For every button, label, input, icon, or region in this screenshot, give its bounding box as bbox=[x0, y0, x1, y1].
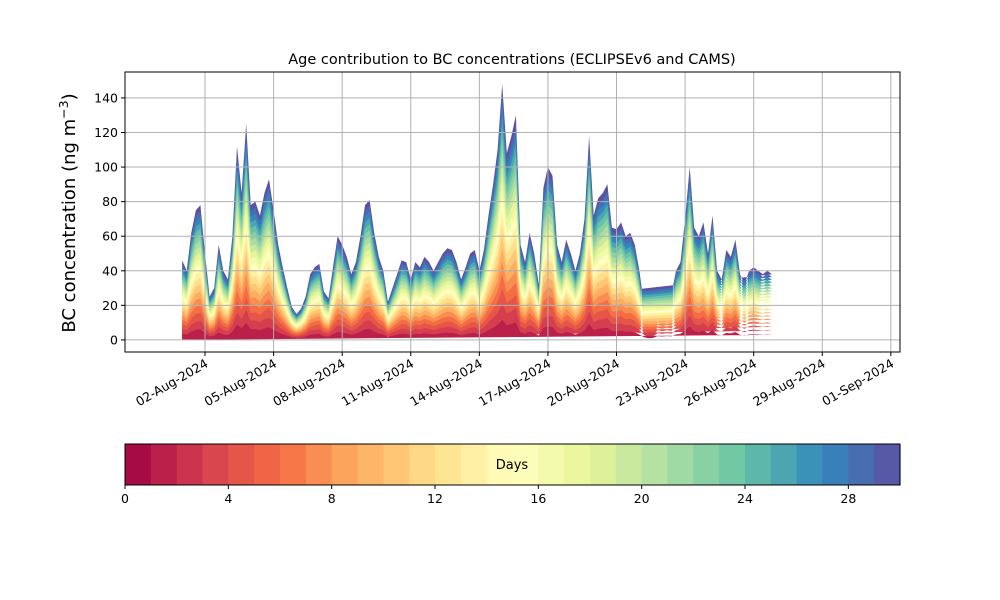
y-axis-label-exponent: −3 bbox=[56, 100, 71, 118]
colorbar-bin bbox=[538, 444, 565, 485]
colorbar-label: Days bbox=[496, 458, 529, 473]
colorbar-bin bbox=[228, 444, 255, 485]
y-tick-label: 80 bbox=[102, 194, 118, 209]
colorbar-bin bbox=[486, 444, 514, 485]
colorbar-bin bbox=[254, 444, 281, 485]
colorbar-bin bbox=[770, 444, 798, 485]
x-tick-label: 23-Aug-2024 bbox=[613, 356, 691, 409]
colorbar-frame bbox=[124, 443, 901, 486]
colorbar-bin bbox=[331, 444, 359, 485]
colorbar-bin bbox=[745, 444, 772, 485]
colorbar-tick-label: 8 bbox=[328, 491, 336, 506]
colorbar-bin bbox=[435, 444, 462, 485]
x-tick-label: 17-Aug-2024 bbox=[476, 356, 554, 409]
y-axis-label-close: ) bbox=[59, 93, 80, 100]
colorbar-bin bbox=[202, 444, 229, 485]
y-tick-label: 0 bbox=[110, 332, 118, 347]
x-tick-label: 14-Aug-2024 bbox=[407, 356, 485, 409]
colorbar-bin bbox=[125, 444, 152, 485]
y-tick-label: 100 bbox=[94, 160, 118, 175]
colorbar-bin bbox=[357, 444, 384, 485]
x-tick-label: 29-Aug-2024 bbox=[750, 356, 828, 409]
colorbar-bin bbox=[150, 444, 178, 485]
colorbar-bin bbox=[874, 444, 901, 485]
colorbar-bin bbox=[176, 444, 204, 485]
y-axis-label: BC concentration (ng m−3) bbox=[56, 93, 80, 332]
colorbar-tick-label: 4 bbox=[224, 491, 232, 506]
x-tick-label: 08-Aug-2024 bbox=[270, 356, 348, 409]
y-tick-label: 60 bbox=[102, 229, 118, 244]
colorbar-bin bbox=[641, 444, 669, 485]
colorbar-bin bbox=[590, 444, 617, 485]
y-tick-label: 140 bbox=[94, 90, 118, 105]
x-tick-label: 05-Aug-2024 bbox=[202, 356, 280, 409]
colorbar-bin bbox=[848, 444, 875, 485]
colorbar-tick-label: 0 bbox=[121, 491, 129, 506]
colorbar-bin bbox=[305, 444, 333, 485]
colorbar-bin bbox=[693, 444, 720, 485]
colorbar-bin bbox=[383, 444, 410, 485]
colorbar-bin bbox=[719, 444, 746, 485]
age-band-1 bbox=[182, 319, 772, 340]
chart-title: Age contribution to BC concentrations (E… bbox=[288, 52, 735, 68]
colorbar-tick-label: 12 bbox=[427, 491, 443, 506]
colorbar-bin bbox=[460, 444, 488, 485]
colorbar-tick-label: 20 bbox=[634, 491, 650, 506]
x-tick-label: 26-Aug-2024 bbox=[682, 356, 760, 409]
colorbar-bin bbox=[280, 444, 307, 485]
y-tick-label: 40 bbox=[102, 263, 118, 278]
x-tick-label: 11-Aug-2024 bbox=[339, 356, 417, 409]
age-band-2 bbox=[182, 303, 772, 340]
colorbar-bin bbox=[615, 444, 643, 485]
colorbar-bin bbox=[409, 444, 436, 485]
y-axis-label-main: BC concentration (ng m bbox=[59, 119, 80, 333]
colorbar-tick-label: 16 bbox=[530, 491, 546, 506]
x-tick-label: 20-Aug-2024 bbox=[544, 356, 622, 409]
x-tick-label: 02-Aug-2024 bbox=[133, 356, 211, 409]
colorbar-bin bbox=[512, 444, 539, 485]
axes-frame bbox=[124, 71, 901, 353]
colorbar: 0 4 8 12 16 20 24 28 bbox=[121, 443, 901, 506]
colorbar-bin bbox=[564, 444, 591, 485]
colorbar-tick-label: 28 bbox=[840, 491, 856, 506]
plot-area: 0 20 40 60 80 100 120 140 02-Aug-202405-Aug-2024… bbox=[94, 71, 901, 409]
colorbar-bin bbox=[822, 444, 849, 485]
x-tick-label: 01-Sep-2024 bbox=[819, 356, 896, 409]
colorbar-tick-label: 24 bbox=[737, 491, 753, 506]
y-tick-label: 120 bbox=[94, 125, 118, 140]
colorbar-bin bbox=[667, 444, 694, 485]
y-tick-label: 20 bbox=[102, 298, 118, 313]
colorbar-bin bbox=[796, 444, 824, 485]
